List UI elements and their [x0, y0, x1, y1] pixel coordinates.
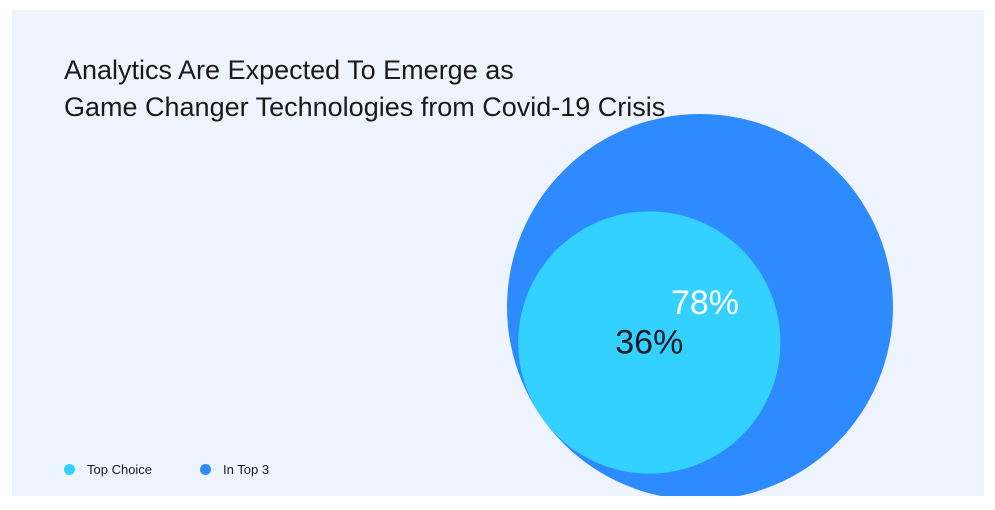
legend-label-in-top-3: In Top 3 [223, 462, 270, 477]
data-label-in-top-3: 78% [671, 284, 739, 322]
legend-swatch-top-choice [64, 464, 75, 475]
chart-title: Analytics Are Expected To Emerge as Game… [64, 52, 665, 126]
bubble-top-choice [518, 211, 781, 474]
chart-title-line-2: Game Changer Technologies from Covid-19 … [64, 92, 666, 122]
bubble-chart: 78%36% [507, 114, 893, 496]
data-label-top-choice: 36% [615, 323, 683, 361]
legend-swatch-in-top-3 [200, 464, 212, 475]
chart-title-line-1: Analytics Are Expected To Emerge as [64, 55, 514, 85]
chart-panel: Analytics Are Expected To Emerge as Game… [12, 10, 984, 496]
chart-legend: Top Choice In Top 3 [64, 462, 317, 477]
legend-label-top-choice: Top Choice [87, 462, 153, 477]
legend-item-top-choice: Top Choice [64, 462, 152, 477]
legend-item-in-top-3: In Top 3 [200, 462, 269, 477]
